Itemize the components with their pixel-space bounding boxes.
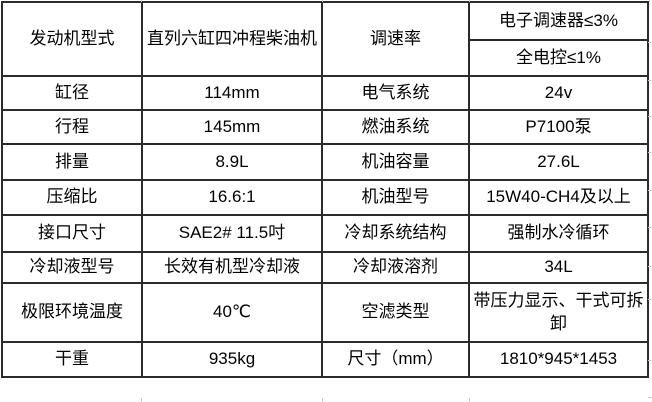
table-row: 行程 145mm 燃油系统 P7100泵 bbox=[1, 109, 649, 145]
spec-label-cell: 尺寸（mm） bbox=[321, 341, 470, 378]
gridline-stub bbox=[141, 0, 142, 2]
spec-value-cell: 114mm bbox=[141, 75, 323, 111]
spec-label-cell: 机油容量 bbox=[321, 143, 470, 181]
spec-label-cell: 冷却系统结构 bbox=[321, 214, 470, 253]
table-row: 发动机型式 直列六缸四冲程柴油机 调速率 电子调速器≤3% bbox=[1, 1, 649, 77]
table-row: 接口尺寸 SAE2# 11.5吋 冷却系统结构 强制水冷循环 bbox=[1, 214, 649, 253]
spec-label-cell: 机油型号 bbox=[321, 179, 470, 216]
spec-value-cell: 带压力显示、干式可拆卸 bbox=[468, 282, 649, 343]
spec-value-cell-bottom: 全电控≤1% bbox=[468, 39, 649, 77]
spec-value-cell: 长效有机型冷却液 bbox=[141, 251, 323, 284]
gridline-stub bbox=[648, 190, 652, 191]
gridline-stub bbox=[648, 397, 652, 398]
table-row: 排量 8.9L 机油容量 27.6L bbox=[1, 143, 649, 181]
gridline-stub bbox=[648, 227, 652, 228]
spec-value-cell-top: 电子调速器≤3% bbox=[468, 1, 649, 41]
spec-label-cell: 冷却液溶剂 bbox=[321, 251, 470, 284]
spec-label-cell: 排量 bbox=[1, 143, 143, 181]
gridline-stub bbox=[469, 0, 470, 2]
spec-value-cell: 935kg bbox=[141, 341, 323, 378]
gridline-stub bbox=[322, 398, 323, 402]
spec-label-cell: 缸径 bbox=[1, 75, 143, 111]
gridline-stub bbox=[649, 0, 650, 2]
spec-value-cell: 1810*945*1453 bbox=[468, 341, 649, 378]
spec-value-cell: 27.6L bbox=[468, 143, 649, 181]
gridline-stub bbox=[469, 398, 470, 402]
gridline-stub bbox=[648, 299, 652, 300]
spec-label-cell: 干重 bbox=[1, 341, 143, 378]
gridline-stub bbox=[648, 266, 652, 267]
gridline-stub bbox=[648, 42, 652, 43]
spec-value-cell: 34L bbox=[468, 251, 649, 284]
gridline-stub bbox=[141, 398, 142, 402]
table-row: 干重 935kg 尺寸（mm） 1810*945*1453 bbox=[1, 341, 649, 378]
spec-label-cell: 冷却液型号 bbox=[1, 251, 143, 284]
spec-value-cell: 145mm bbox=[141, 109, 323, 145]
spec-value-cell: 直列六缸四冲程柴油机 bbox=[141, 1, 323, 77]
engine-spec-table: 发动机型式 直列六缸四冲程柴油机 调速率 电子调速器≤3% 全电控≤1% 缸径 … bbox=[1, 1, 649, 378]
spec-value-cell: SAE2# 11.5吋 bbox=[141, 214, 323, 253]
spec-label-cell: 极限环境温度 bbox=[1, 282, 143, 343]
spec-label-cell: 调速率 bbox=[321, 1, 470, 77]
spec-label-cell: 行程 bbox=[1, 109, 143, 145]
table-row: 全电控≤1% bbox=[2, 39, 649, 77]
gridline-stub bbox=[322, 0, 323, 2]
table-row: 冷却液型号 长效有机型冷却液 冷却液溶剂 34L bbox=[1, 251, 649, 284]
spec-value-cell: 8.9L bbox=[141, 143, 323, 181]
spec-value-cell: 15W40-CH4及以上 bbox=[468, 179, 649, 216]
spec-label-cell: 电气系统 bbox=[321, 75, 470, 111]
table-row: 缸径 114mm 电气系统 24v bbox=[1, 75, 649, 111]
spec-label-cell: 燃油系统 bbox=[321, 109, 470, 145]
spec-value-cell: 40℃ bbox=[141, 282, 323, 343]
table-row: 压缩比 16.6:1 机油型号 15W40-CH4及以上 bbox=[1, 179, 649, 216]
gridline-stub bbox=[648, 80, 652, 81]
spec-value-cell: 24v bbox=[468, 75, 649, 111]
spec-value-cell: 16.6:1 bbox=[141, 179, 323, 216]
gridline-stub bbox=[648, 360, 652, 361]
spec-label-cell: 发动机型式 bbox=[1, 1, 143, 77]
spec-label-cell: 空滤类型 bbox=[321, 282, 470, 343]
spec-label-cell: 接口尺寸 bbox=[1, 214, 143, 253]
spec-label-cell: 压缩比 bbox=[1, 179, 143, 216]
spec-value-cell: P7100泵 bbox=[468, 109, 649, 145]
spec-value-cell: 强制水冷循环 bbox=[468, 214, 649, 253]
table-row: 极限环境温度 40℃ 空滤类型 带压力显示、干式可拆卸 bbox=[1, 282, 649, 343]
gridline-stub bbox=[648, 152, 652, 153]
gridline-stub bbox=[648, 116, 652, 117]
